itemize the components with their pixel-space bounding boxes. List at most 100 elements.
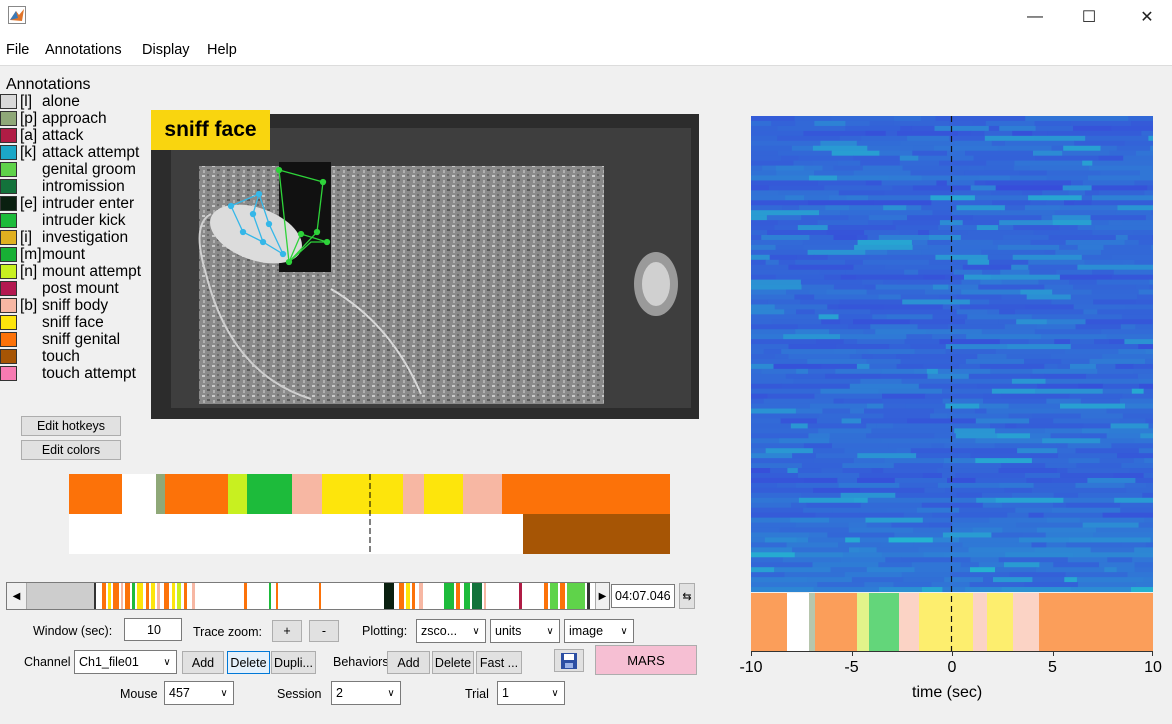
heatmap-cell	[778, 190, 840, 196]
trial-dropdown[interactable]: 1 ∨	[497, 681, 565, 705]
legend-item[interactable]: touch	[0, 348, 80, 365]
mars-button[interactable]: MARS	[595, 645, 697, 675]
units-value: units	[495, 624, 522, 638]
chevron-down-icon: ∨	[163, 656, 171, 668]
heatmap-cell	[983, 398, 1047, 404]
swap-icon[interactable]: ⇆	[679, 583, 695, 609]
menu-file[interactable]: File	[6, 42, 30, 58]
session-dropdown[interactable]: 2 ∨	[331, 681, 401, 705]
legend-item[interactable]: sniff face	[0, 314, 104, 331]
heatmap-cell	[833, 235, 858, 241]
plotting-dropdown[interactable]: zsco... ∨	[416, 619, 486, 643]
legend-item[interactable]: [p] approach	[0, 110, 107, 127]
heatmap-cell	[1053, 502, 1067, 509]
heatmap-cell	[1080, 398, 1121, 404]
title-bar: — ☐ ✕	[0, 0, 1172, 34]
channel-duplicate-button[interactable]: Dupli...	[271, 651, 316, 674]
units-dropdown[interactable]: units ∨	[490, 619, 560, 643]
heatmap-cell	[840, 492, 896, 499]
heatmap-cell	[1135, 477, 1153, 484]
channel-delete-button[interactable]: Delete	[227, 651, 270, 674]
menu-help[interactable]: Help	[207, 42, 237, 58]
heatmap-cell	[918, 383, 978, 390]
menu-display[interactable]: Display	[142, 42, 190, 58]
heatmap-cell	[1015, 309, 1084, 315]
behaviors-fast-button[interactable]: Fast ...	[476, 651, 522, 674]
heatmap-cell	[1081, 195, 1093, 201]
edit-hotkeys-button[interactable]: Edit hotkeys	[21, 416, 121, 436]
scroll-track-ethogram[interactable]	[94, 583, 590, 609]
heatmap-cell	[895, 492, 958, 499]
legend-item[interactable]: touch attempt	[0, 365, 136, 382]
legend-item[interactable]: [k] attack attempt	[0, 144, 139, 161]
heatmap-cell	[832, 507, 888, 514]
zoom-in-button[interactable]: +	[272, 620, 302, 642]
minimize-button[interactable]: —	[1027, 8, 1043, 25]
heatmap-cell	[864, 408, 935, 414]
heatmap-cell	[1051, 145, 1064, 152]
close-button[interactable]: ✕	[1140, 9, 1154, 26]
heatmap-cell	[751, 388, 821, 395]
legend-item[interactable]: [l] alone	[0, 93, 80, 110]
heatmap-cell	[751, 453, 793, 459]
heatmap-cell	[751, 274, 777, 281]
channel-add-button[interactable]: Add	[182, 651, 224, 674]
heatmap-cell	[1133, 363, 1153, 370]
window-seconds-field[interactable]: 10	[124, 618, 182, 641]
scroll-right-arrow-icon[interactable]: ▶	[595, 583, 609, 609]
heatmap-cell	[1106, 408, 1153, 414]
legend-item[interactable]: sniff genital	[0, 331, 120, 348]
legend-item[interactable]: [b] sniff body	[0, 297, 108, 314]
behaviors-add-button[interactable]: Add	[387, 651, 430, 674]
legend-item[interactable]: [m] mount	[0, 246, 85, 263]
heatmap-cell	[888, 537, 934, 543]
heatmap-cell	[1001, 393, 1070, 400]
legend-item[interactable]: [n] mount attempt	[0, 263, 141, 280]
mouse-dropdown[interactable]: 457 ∨	[164, 681, 234, 705]
save-icon[interactable]	[554, 649, 584, 672]
behaviors-delete-button[interactable]: Delete	[432, 651, 474, 674]
scroll-left-arrow-icon[interactable]: ◀	[7, 583, 27, 609]
heatmap-cell	[1059, 274, 1113, 281]
edit-colors-button[interactable]: Edit colors	[21, 440, 121, 460]
heatmap-cell	[1139, 383, 1153, 390]
menu-annotations[interactable]: Annotations	[45, 42, 122, 58]
heatmap-cell	[1084, 259, 1124, 266]
heatmap-cell	[1029, 269, 1057, 276]
heatmap-cell	[1005, 423, 1017, 429]
heatmap-cell	[981, 329, 1036, 335]
image-dropdown[interactable]: image ∨	[564, 619, 634, 643]
scroll-thumb[interactable]	[27, 583, 94, 609]
legend-item[interactable]: genital groom	[0, 161, 136, 178]
session-value: 2	[336, 686, 343, 700]
legend-item[interactable]: [e] intruder enter	[0, 195, 134, 212]
heatmap-cell	[1001, 463, 1046, 469]
channel-dropdown[interactable]: Ch1_file01 ∨	[74, 650, 177, 674]
current-time-field[interactable]: 04:07.046	[611, 584, 675, 608]
legend-item[interactable]: [a] attack	[0, 127, 83, 144]
heatmap-cell	[974, 180, 987, 186]
maximize-button[interactable]: ☐	[1081, 9, 1097, 26]
heatmap-cell	[751, 522, 796, 528]
heatmap-cell	[1070, 587, 1132, 592]
neural-heatmap[interactable]	[751, 116, 1153, 592]
heatmap-cell	[935, 116, 987, 122]
heatmap-cell	[1051, 507, 1121, 514]
legend-swatch	[0, 230, 17, 245]
heatmap-cell	[1004, 487, 1033, 494]
zoom-out-button[interactable]: -	[309, 620, 339, 642]
chevron-down-icon: ∨	[546, 625, 554, 637]
legend-item[interactable]: post mount	[0, 280, 119, 297]
heatmap-cell	[849, 205, 884, 211]
heatmap-cell	[827, 225, 897, 231]
heatmap-cell	[793, 378, 861, 385]
ethogram-channel-1[interactable]	[69, 474, 670, 514]
heatmap-cell	[997, 244, 1060, 251]
legend-item[interactable]: intromission	[0, 178, 125, 195]
heatmap-cell	[828, 195, 847, 201]
heatmap-cell	[896, 279, 962, 285]
heatmap-cell	[1099, 487, 1127, 494]
timeline-scrollbar[interactable]: ◀	[6, 582, 610, 610]
legend-item[interactable]: intruder kick	[0, 212, 126, 229]
legend-item[interactable]: [i] investigation	[0, 229, 128, 246]
